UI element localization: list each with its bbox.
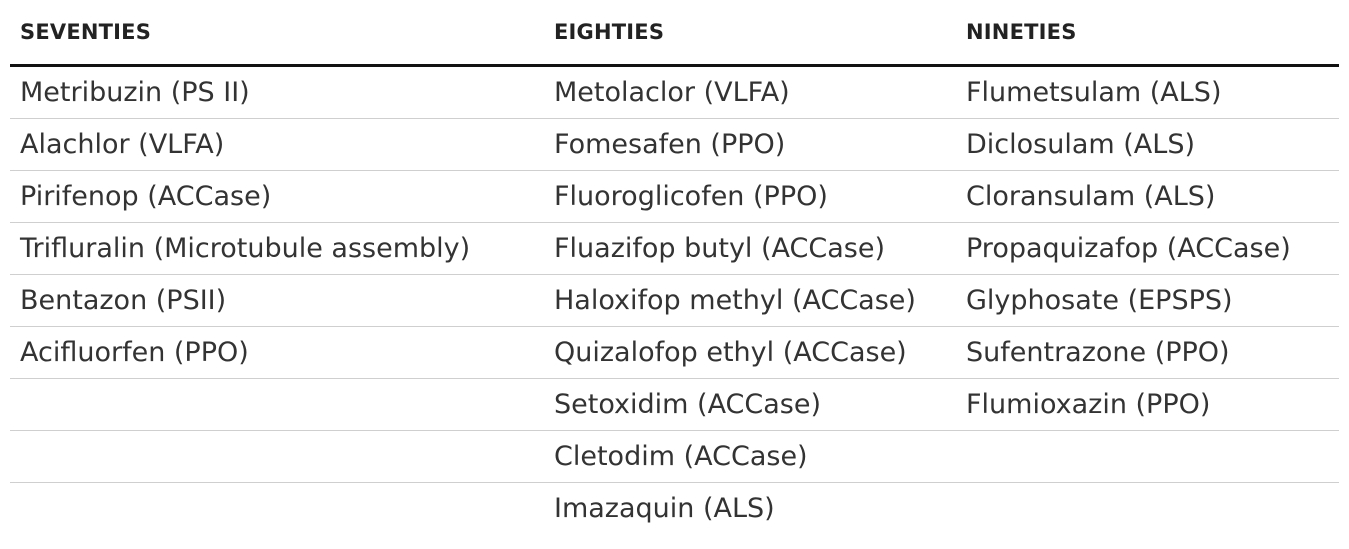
table-cell: Trifluralin (Microtubule assembly) xyxy=(10,222,544,275)
table-cell: Glyphosate (EPSPS) xyxy=(956,274,1339,327)
column-header-seventies: SEVENTIES xyxy=(10,0,544,67)
column-header-eighties: EIGHTIES xyxy=(544,0,956,67)
table-row: Trifluralin (Microtubule assembly) Fluaz… xyxy=(10,222,1339,275)
table-cell: Imazaquin (ALS) xyxy=(554,493,775,524)
table-cell: Diclosulam (ALS) xyxy=(956,118,1339,171)
table-cell: Cletodim (ACCase) xyxy=(544,430,956,483)
herbicide-table-container: SEVENTIES EIGHTIES NINETIES Metribuzin (… xyxy=(10,0,1339,534)
table-row: Pirifenop (ACCase) Fluoroglicofen (PPO) … xyxy=(10,170,1339,223)
table-cell xyxy=(10,378,544,431)
herbicide-table: SEVENTIES EIGHTIES NINETIES Metribuzin (… xyxy=(10,0,1339,534)
table-cell xyxy=(956,430,1339,483)
table-cell xyxy=(956,483,1339,535)
table-cell: Haloxifop methyl (ACCase) xyxy=(544,274,956,327)
header-row: SEVENTIES EIGHTIES NINETIES xyxy=(10,0,1339,67)
table-row: Imazaquin (ALS) xyxy=(10,483,1339,535)
table-cell: Propaquizafop (ACCase) xyxy=(956,222,1339,275)
table-cell: Flumetsulam (ALS) xyxy=(956,65,1339,119)
table-row: Setoxidim (ACCase) Flumioxazin (PPO) xyxy=(10,378,1339,431)
column-header-nineties: NINETIES xyxy=(956,0,1339,67)
table-cell: Quizalofop ethyl (ACCase) xyxy=(544,326,956,379)
table-row: Acifluorfen (PPO) Quizalofop ethyl (ACCa… xyxy=(10,326,1339,379)
table-header: SEVENTIES EIGHTIES NINETIES xyxy=(10,0,1339,67)
table-body: Metribuzin (PS II) Metolaclor (VLFA) Flu… xyxy=(10,65,1339,535)
table-cell: Fluoroglicofen (PPO) xyxy=(544,170,956,223)
table-cell: Flumioxazin (PPO) xyxy=(956,378,1339,431)
table-cell: Pirifenop (ACCase) xyxy=(10,170,544,223)
table-cell: Cloransulam (ALS) xyxy=(956,170,1339,223)
table-cell: Metolaclor (VLFA) xyxy=(544,65,956,119)
table-row: Alachlor (VLFA) Fomesafen (PPO) Diclosul… xyxy=(10,118,1339,171)
table-row: Cletodim (ACCase) xyxy=(10,430,1339,483)
table-cell: Sufentrazone (PPO) xyxy=(956,326,1339,379)
table-cell xyxy=(10,483,544,535)
table-row: Bentazon (PSII) Haloxifop methyl (ACCase… xyxy=(10,274,1339,327)
table-cell: Setoxidim (ACCase) xyxy=(544,378,956,431)
table-cell: Acifluorfen (PPO) xyxy=(10,326,544,379)
table-cell: Bentazon (PSII) xyxy=(10,274,544,327)
table-row: Metribuzin (PS II) Metolaclor (VLFA) Flu… xyxy=(10,65,1339,119)
table-cell: Metribuzin (PS II) xyxy=(10,65,544,119)
table-cell: Fluazifop butyl (ACCase) xyxy=(544,222,956,275)
table-cell: Alachlor (VLFA) xyxy=(10,118,544,171)
table-cell xyxy=(10,430,544,483)
table-cell: Fomesafen (PPO) xyxy=(544,118,956,171)
